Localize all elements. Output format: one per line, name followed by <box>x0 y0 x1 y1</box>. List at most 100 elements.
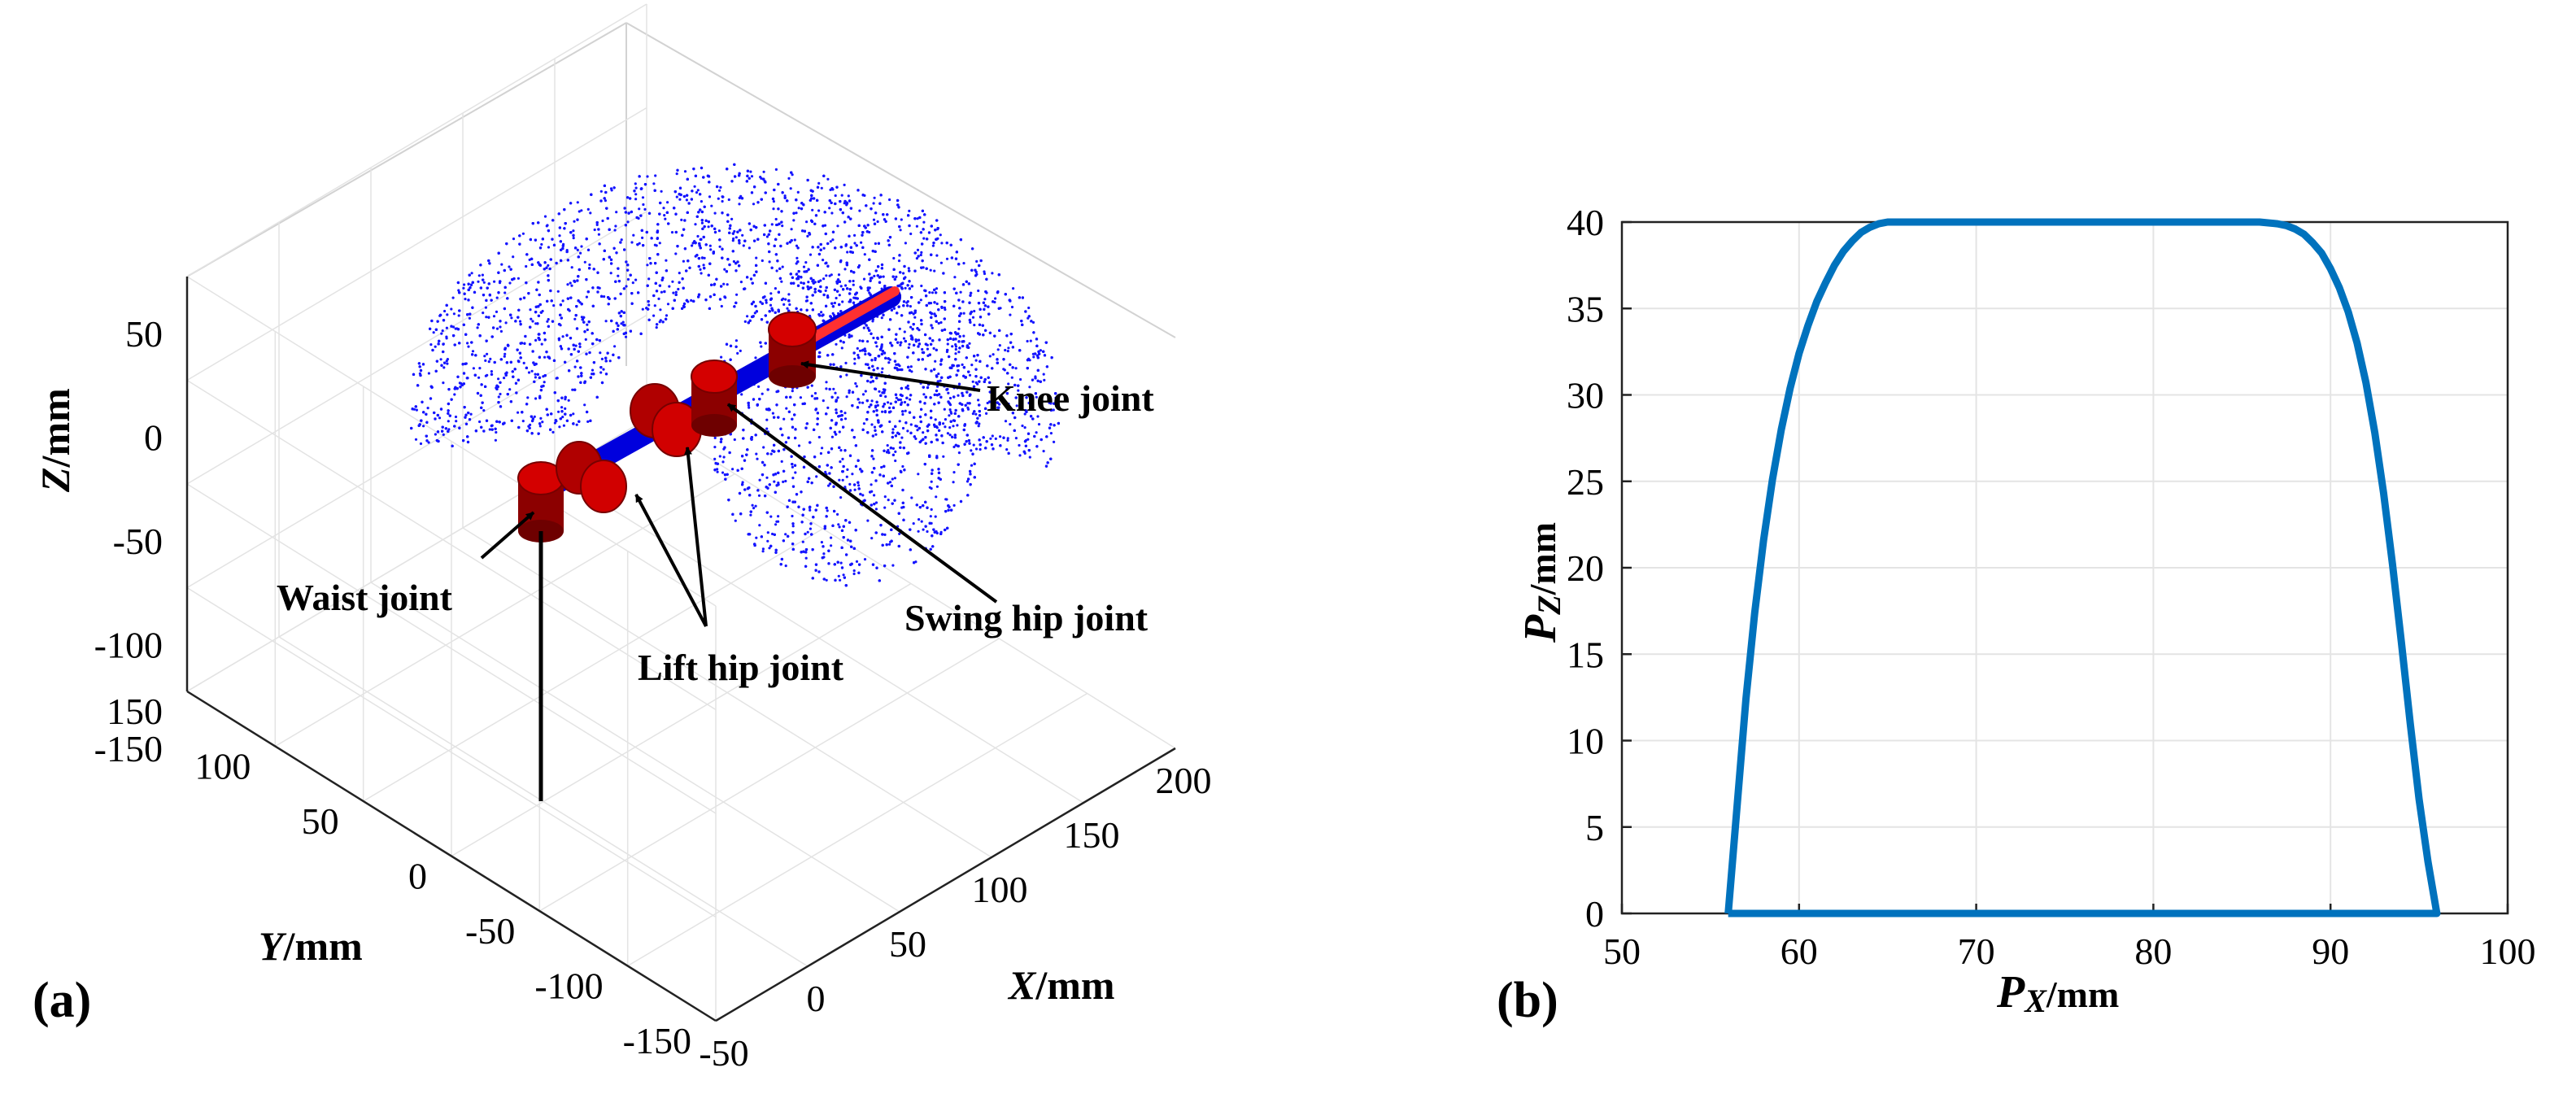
cloud-point <box>634 186 638 190</box>
cloud-point <box>718 455 721 458</box>
cloud-point <box>971 412 974 416</box>
cloud-point <box>638 207 641 211</box>
cloud-point <box>809 508 812 512</box>
cloud-point <box>467 345 470 348</box>
cloud-point <box>843 412 847 415</box>
cloud-point <box>881 367 884 370</box>
cloud-point <box>994 437 997 441</box>
cloud-point <box>965 480 970 483</box>
cloud-point <box>499 329 503 333</box>
cloud-point <box>580 209 583 212</box>
cloud-point <box>542 375 545 378</box>
cloud-point <box>716 470 719 473</box>
cloud-point <box>543 381 546 384</box>
cloud-point <box>792 219 795 222</box>
cloud-point <box>785 407 788 410</box>
cloud-point <box>1012 287 1015 290</box>
cloud-point <box>508 281 512 285</box>
cloud-point <box>845 395 848 399</box>
cloud-point <box>959 290 962 294</box>
cloud-point <box>685 198 689 202</box>
cloud-point <box>748 246 752 250</box>
cloud-point <box>540 242 543 246</box>
cloud-point <box>734 519 737 522</box>
cloud-point <box>833 301 836 305</box>
cloud-point <box>853 362 856 365</box>
cloud-point <box>414 438 418 441</box>
cloud-point <box>799 396 803 399</box>
a-y-tick-label: 100 <box>194 746 251 787</box>
a-x-tick-label: -50 <box>699 1032 748 1074</box>
cloud-point <box>804 556 808 560</box>
cloud-point <box>765 301 768 304</box>
cloud-point <box>442 381 445 385</box>
cloud-point <box>789 187 792 190</box>
cloud-point <box>584 338 587 341</box>
cloud-point <box>931 291 935 294</box>
cloud-point <box>994 297 997 300</box>
cloud-point <box>599 351 602 355</box>
cloud-point <box>1042 373 1045 376</box>
cloud-point <box>710 204 713 207</box>
cloud-point <box>888 420 891 424</box>
cloud-point <box>916 248 920 251</box>
cloud-point <box>830 536 833 539</box>
cloud-point <box>538 425 542 428</box>
cloud-point <box>500 263 503 266</box>
cloud-point <box>634 278 638 281</box>
a-gridline <box>627 692 1088 967</box>
cloud-point <box>926 354 930 357</box>
cloud-point <box>888 198 891 202</box>
cloud-point <box>713 211 717 215</box>
cloud-point <box>578 210 581 213</box>
cloud-point <box>1031 320 1035 324</box>
cloud-point <box>983 272 987 276</box>
cloud-point <box>898 368 901 372</box>
cloud-point <box>572 237 575 240</box>
cloud-point <box>624 335 628 338</box>
cloud-point <box>935 302 939 306</box>
cloud-point <box>529 308 532 312</box>
cloud-point <box>873 494 876 497</box>
cloud-point <box>1005 388 1009 391</box>
cloud-point <box>983 270 986 273</box>
cloud-point <box>625 285 628 288</box>
cloud-point <box>485 316 488 319</box>
a-y-tick-label: -100 <box>534 965 603 1007</box>
cloud-point <box>572 412 575 416</box>
cloud-point <box>663 214 666 217</box>
cloud-point <box>828 207 831 210</box>
cloud-point <box>891 428 895 431</box>
a-z-tick-label: 50 <box>125 313 163 355</box>
cloud-point <box>695 191 699 194</box>
cloud-point <box>566 283 569 286</box>
cloud-point <box>736 351 739 355</box>
cloud-point <box>952 425 955 428</box>
cloud-point <box>446 358 450 361</box>
cloud-point <box>872 336 875 340</box>
cloud-point <box>613 229 617 232</box>
cloud-point <box>795 262 798 265</box>
cloud-point <box>771 532 774 536</box>
cloud-point <box>825 387 828 390</box>
cloud-point <box>781 224 784 228</box>
cloud-point <box>817 435 821 439</box>
3d-axis-lines <box>185 277 1176 1022</box>
cloud-point <box>735 293 739 296</box>
cloud-point <box>659 308 662 312</box>
cloud-point <box>939 261 943 264</box>
cloud-point <box>848 333 851 337</box>
cloud-point <box>843 417 848 421</box>
cloud-point <box>740 393 743 396</box>
cloud-point <box>593 228 596 232</box>
cloud-point <box>583 260 586 264</box>
cloud-point <box>909 305 912 308</box>
cloud-point <box>576 248 579 251</box>
cloud-point <box>621 320 625 324</box>
cloud-point <box>912 522 915 525</box>
cloud-point <box>493 280 496 283</box>
cloud-point <box>920 284 923 288</box>
cloud-point <box>446 362 449 365</box>
cloud-point <box>793 238 796 242</box>
cloud-point <box>915 425 918 428</box>
